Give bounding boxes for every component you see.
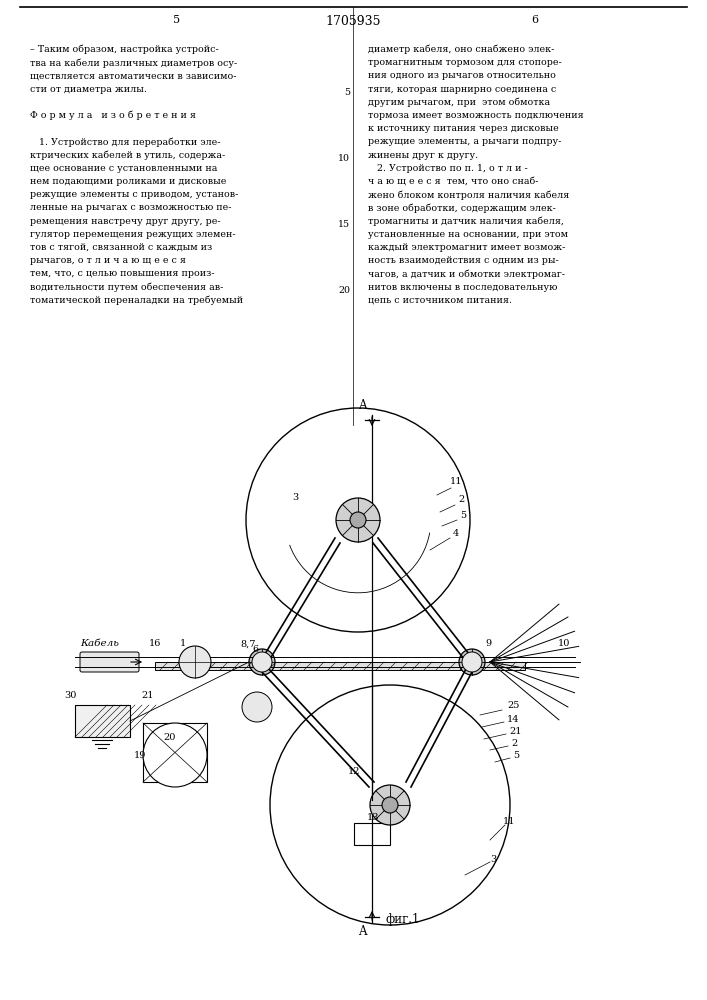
Text: режущие элементы с приводом, установ-: режущие элементы с приводом, установ- xyxy=(30,190,238,199)
Text: 12: 12 xyxy=(348,768,361,776)
Circle shape xyxy=(143,723,207,787)
Bar xyxy=(143,723,207,782)
FancyBboxPatch shape xyxy=(80,652,139,672)
Text: нем подающими роликами и дисковые: нем подающими роликами и дисковые xyxy=(30,177,226,186)
Text: 25: 25 xyxy=(507,702,520,710)
Text: 6: 6 xyxy=(252,646,258,654)
Circle shape xyxy=(350,512,366,528)
Text: 9: 9 xyxy=(485,640,491,648)
Text: 5: 5 xyxy=(513,752,519,760)
Circle shape xyxy=(252,652,272,672)
Circle shape xyxy=(179,646,211,678)
Text: 3: 3 xyxy=(292,493,298,502)
Text: 11: 11 xyxy=(450,478,462,487)
Circle shape xyxy=(336,498,380,542)
Text: щее основание с установленными на: щее основание с установленными на xyxy=(30,164,217,173)
Text: 3: 3 xyxy=(490,856,496,864)
Bar xyxy=(75,705,130,737)
Text: 14: 14 xyxy=(507,716,520,724)
Text: каждый электромагнит имеет возмож-: каждый электромагнит имеет возмож- xyxy=(368,243,566,252)
Text: Кабель: Кабель xyxy=(80,640,119,648)
Text: в зоне обработки, содержащим элек-: в зоне обработки, содержащим элек- xyxy=(368,203,556,213)
Text: гулятор перемещения режущих элемен-: гулятор перемещения режущих элемен- xyxy=(30,230,235,239)
Text: 5: 5 xyxy=(173,15,180,25)
Circle shape xyxy=(382,797,398,813)
Text: 16: 16 xyxy=(148,640,161,648)
Text: фиг.1: фиг.1 xyxy=(385,913,419,926)
Text: 1: 1 xyxy=(180,640,186,648)
Text: сти от диаметра жилы.: сти от диаметра жилы. xyxy=(30,85,147,94)
Text: Ф о р м у л а   и з о б р е т е н и я: Ф о р м у л а и з о б р е т е н и я xyxy=(30,111,196,120)
Text: томатической переналадки на требуемый: томатической переналадки на требуемый xyxy=(30,296,243,305)
Text: 5: 5 xyxy=(344,88,350,97)
Circle shape xyxy=(242,692,272,722)
Text: другим рычагом, при  этом обмотка: другим рычагом, при этом обмотка xyxy=(368,98,550,107)
Bar xyxy=(354,823,390,845)
Text: ремещения навстречу друг другу, ре-: ремещения навстречу друг другу, ре- xyxy=(30,217,221,226)
Text: ность взаимодействия с одним из ры-: ность взаимодействия с одним из ры- xyxy=(368,256,559,265)
Text: тем, что, с целью повышения произ-: тем, что, с целью повышения произ- xyxy=(30,269,215,278)
Text: 1. Устройство для переработки эле-: 1. Устройство для переработки эле- xyxy=(30,137,221,147)
Text: 19: 19 xyxy=(134,750,146,760)
Text: режущие элементы, а рычаги подпру-: режущие элементы, а рычаги подпру- xyxy=(368,137,561,146)
Text: ществляется автоматически в зависимо-: ществляется автоматически в зависимо- xyxy=(30,71,237,80)
Circle shape xyxy=(370,785,410,825)
Text: 21: 21 xyxy=(509,728,522,736)
Text: жинены друг к другу.: жинены друг к другу. xyxy=(368,151,478,160)
Text: цепь с источником питания.: цепь с источником питания. xyxy=(368,296,512,305)
Text: тяги, которая шарнирно соединена с: тяги, которая шарнирно соединена с xyxy=(368,85,556,94)
Text: водительности путем обеспечения ав-: водительности путем обеспечения ав- xyxy=(30,283,223,292)
Text: 4: 4 xyxy=(453,530,460,538)
Text: жено блоком контроля наличия кабеля: жено блоком контроля наличия кабеля xyxy=(368,190,569,200)
Circle shape xyxy=(459,649,485,675)
Text: 2: 2 xyxy=(458,495,464,504)
Text: ленные на рычагах с возможностью пе-: ленные на рычагах с возможностью пе- xyxy=(30,203,231,212)
Text: 11: 11 xyxy=(503,818,515,826)
Text: – Таким образом, настройка устройс-: – Таким образом, настройка устройс- xyxy=(30,45,218,54)
Text: A: A xyxy=(358,399,366,412)
Text: чагов, а датчик и обмотки электромаг-: чагов, а датчик и обмотки электромаг- xyxy=(368,269,565,279)
Bar xyxy=(155,662,525,670)
Text: 21: 21 xyxy=(141,690,154,700)
Text: 10: 10 xyxy=(558,640,571,648)
Text: тромагнитным тормозом для стопоре-: тромагнитным тормозом для стопоре- xyxy=(368,58,562,67)
Text: 20: 20 xyxy=(164,734,176,742)
Text: 13: 13 xyxy=(367,814,379,822)
Text: 8,7: 8,7 xyxy=(240,640,256,648)
Text: ч а ю щ е е с я  тем, что оно снаб-: ч а ю щ е е с я тем, что оно снаб- xyxy=(368,177,539,186)
Text: 2: 2 xyxy=(511,740,518,748)
Text: тва на кабели различных диаметров осу-: тва на кабели различных диаметров осу- xyxy=(30,58,238,68)
Text: 20: 20 xyxy=(338,286,350,295)
Text: к источнику питания через дисковые: к источнику питания через дисковые xyxy=(368,124,559,133)
Text: диаметр кабеля, оно снабжено элек-: диаметр кабеля, оно снабжено элек- xyxy=(368,45,554,54)
Text: A: A xyxy=(358,925,366,938)
Text: установленные на основании, при этом: установленные на основании, при этом xyxy=(368,230,568,239)
Text: тов с тягой, связанной с каждым из: тов с тягой, связанной с каждым из xyxy=(30,243,212,252)
Text: ктрических кабелей в утиль, содержа-: ктрических кабелей в утиль, содержа- xyxy=(30,151,226,160)
Text: 30: 30 xyxy=(64,690,76,700)
Text: 1705935: 1705935 xyxy=(325,15,381,28)
Text: 2. Устройство по п. 1, о т л и -: 2. Устройство по п. 1, о т л и - xyxy=(368,164,527,173)
Text: 5: 5 xyxy=(460,512,466,520)
Circle shape xyxy=(249,649,275,675)
Text: нитов включены в последовательную: нитов включены в последовательную xyxy=(368,283,557,292)
Text: 6: 6 xyxy=(532,15,539,25)
Text: 15: 15 xyxy=(338,220,350,229)
Circle shape xyxy=(462,652,482,672)
Text: тормоза имеет возможность подключения: тормоза имеет возможность подключения xyxy=(368,111,584,120)
Text: рычагов, о т л и ч а ю щ е е с я: рычагов, о т л и ч а ю щ е е с я xyxy=(30,256,186,265)
Text: тромагниты и датчик наличия кабеля,: тромагниты и датчик наличия кабеля, xyxy=(368,217,564,226)
Text: 10: 10 xyxy=(338,154,350,163)
Text: ния одного из рычагов относительно: ния одного из рычагов относительно xyxy=(368,71,556,80)
